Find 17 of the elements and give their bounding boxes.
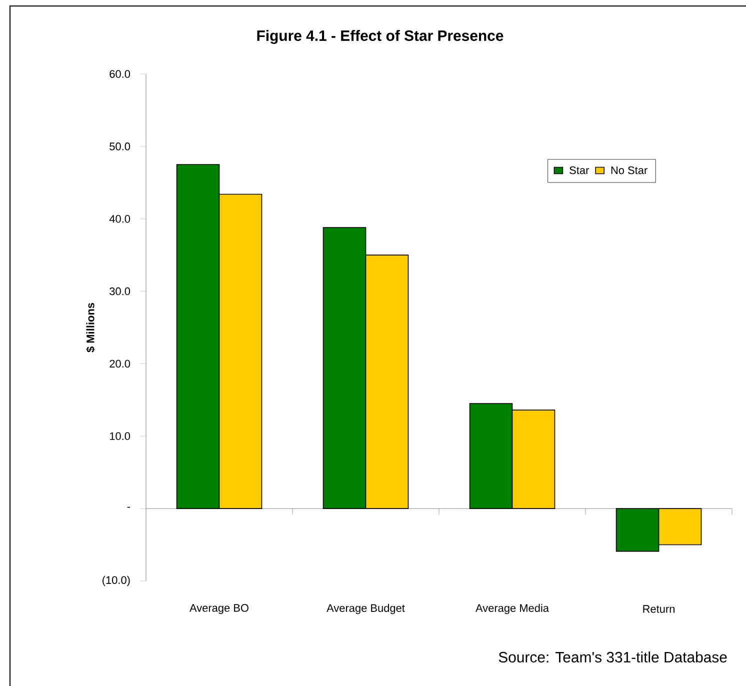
y-axis-title: $ Millions [86, 302, 96, 352]
legend-label: Star [570, 166, 590, 174]
y-tick-label: - [127, 506, 130, 508]
chart-title: Figure 4.1 - Effect of Star Presence [257, 30, 504, 44]
x-tick-label: Return [643, 605, 674, 613]
y-tick-label: 30.0 [110, 287, 130, 296]
y-tick-label: 10.0 [110, 432, 130, 440]
x-tick-label: Average Budget [326, 604, 405, 614]
y-tick-label: 60.0 [110, 70, 130, 78]
x-tick-label: Average BO [190, 604, 248, 614]
x-tick-label: Average Media [476, 604, 549, 614]
y-tick-label: 20.0 [110, 360, 130, 368]
source-note: Source: Team's 331-title Database [498, 652, 727, 662]
y-tick-label: (10.0) [102, 576, 130, 586]
y-tick-label: 40.0 [109, 214, 130, 223]
legend-label: No Star [611, 166, 648, 174]
y-tick-label: 50.0 [110, 142, 130, 150]
